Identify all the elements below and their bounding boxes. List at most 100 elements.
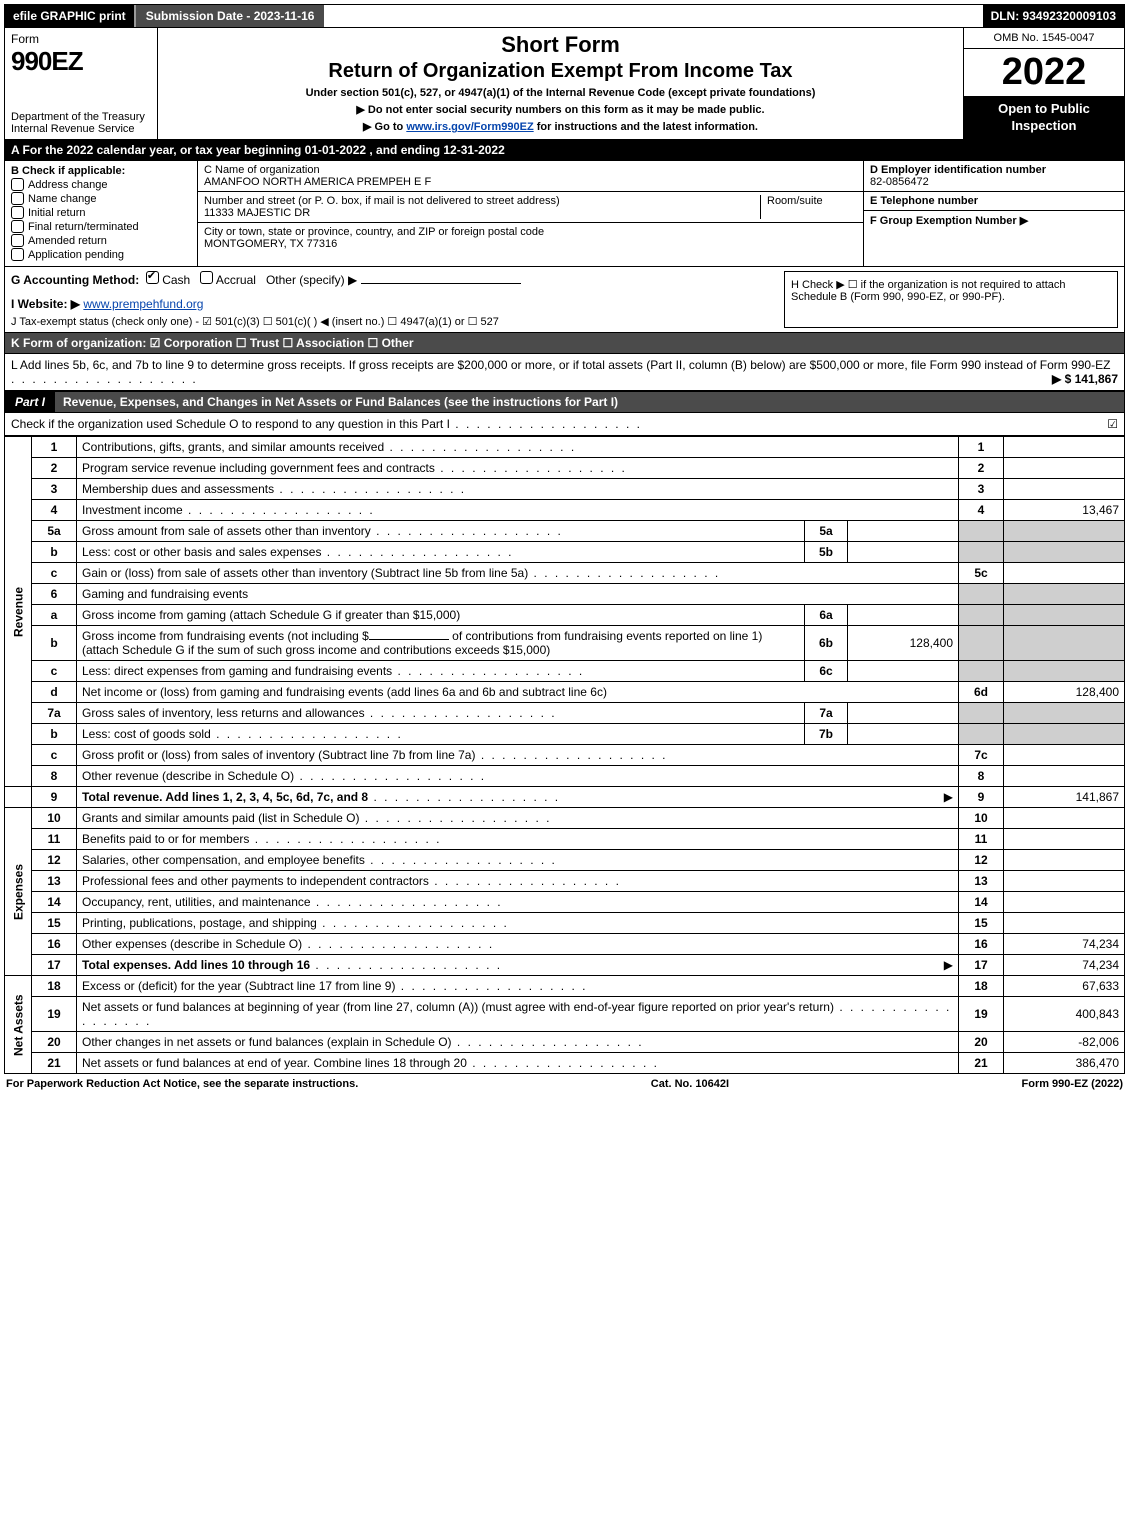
- checkbox-icon: [11, 220, 24, 233]
- amt-18: 67,633: [1004, 976, 1125, 997]
- hint-goto: ▶ Go to www.irs.gov/Form990EZ for instru…: [164, 120, 957, 133]
- ln-12: 12: [32, 850, 77, 871]
- ein: 82-0856472: [870, 176, 1118, 188]
- desc-6: Gaming and fundraising events: [77, 584, 959, 605]
- num-3: 3: [959, 479, 1004, 500]
- num-21: 21: [959, 1053, 1004, 1074]
- org-name-label: C Name of organization: [204, 164, 857, 176]
- city: MONTGOMERY, TX 77316: [204, 238, 544, 250]
- amt-4: 13,467: [1004, 500, 1125, 521]
- amt-20: -82,006: [1004, 1032, 1125, 1053]
- subamt-6c: [848, 661, 959, 682]
- street-row: Number and street (or P. O. box, if mail…: [198, 192, 863, 223]
- ln-6b: b: [32, 626, 77, 661]
- chk-name-change[interactable]: Name change: [11, 192, 191, 205]
- ln-14: 14: [32, 892, 77, 913]
- desc-17: Total expenses. Add lines 10 through 16 …: [77, 955, 959, 976]
- desc-9: Total revenue. Add lines 1, 2, 3, 4, 5c,…: [77, 787, 959, 808]
- subamt-6b: 128,400: [848, 626, 959, 661]
- num-14: 14: [959, 892, 1004, 913]
- open-inspection: Open to Public Inspection: [964, 97, 1124, 139]
- website-link[interactable]: www.prempehfund.org: [83, 297, 203, 311]
- desc-18: Excess or (deficit) for the year (Subtra…: [77, 976, 959, 997]
- shade-6c-amt: [1004, 661, 1125, 682]
- num-2: 2: [959, 458, 1004, 479]
- org-name-row: C Name of organization AMANFOO NORTH AME…: [198, 161, 863, 192]
- num-13: 13: [959, 871, 1004, 892]
- ln-21: 21: [32, 1053, 77, 1074]
- amt-5c: [1004, 563, 1125, 584]
- irs-link[interactable]: www.irs.gov/Form990EZ: [406, 121, 533, 133]
- footer-left: For Paperwork Reduction Act Notice, see …: [6, 1078, 358, 1090]
- line-h: H Check ▶ ☐ if the organization is not r…: [784, 271, 1118, 328]
- city-row: City or town, state or province, country…: [198, 223, 863, 253]
- ln-3: 3: [32, 479, 77, 500]
- chk-application-pending[interactable]: Application pending: [11, 248, 191, 261]
- desc-7a: Gross sales of inventory, less returns a…: [77, 703, 805, 724]
- block-bcdef: B Check if applicable: Address change Na…: [4, 161, 1125, 267]
- group-exemption-row: F Group Exemption Number ▶: [864, 211, 1124, 266]
- amt-8: [1004, 766, 1125, 787]
- ln-6a: a: [32, 605, 77, 626]
- checkbox-icon: [11, 178, 24, 191]
- desc-8: Other revenue (describe in Schedule O): [77, 766, 959, 787]
- phone-label: E Telephone number: [870, 195, 1118, 207]
- ln-7b: b: [32, 724, 77, 745]
- num-4: 4: [959, 500, 1004, 521]
- part1-check: Check if the organization used Schedule …: [4, 413, 1125, 436]
- desc-5c: Gain or (loss) from sale of assets other…: [77, 563, 959, 584]
- line-g: G Accounting Method: Cash Accrual Other …: [11, 271, 776, 287]
- ln-15: 15: [32, 913, 77, 934]
- efile-print-button[interactable]: efile GRAPHIC print: [5, 5, 134, 27]
- col-b-label: B Check if applicable:: [11, 165, 191, 177]
- chk-initial-return[interactable]: Initial return: [11, 206, 191, 219]
- subamt-5a: [848, 521, 959, 542]
- num-1: 1: [959, 437, 1004, 458]
- desc-2: Program service revenue including govern…: [77, 458, 959, 479]
- num-8: 8: [959, 766, 1004, 787]
- part1-label: Part I: [5, 392, 55, 412]
- chk-cash[interactable]: [146, 271, 159, 284]
- part1-check-text: Check if the organization used Schedule …: [11, 417, 642, 431]
- chk-address-change[interactable]: Address change: [11, 178, 191, 191]
- shade-6a: [959, 605, 1004, 626]
- ln-5a: 5a: [32, 521, 77, 542]
- footer-mid: Cat. No. 10642I: [651, 1078, 729, 1090]
- ln-17: 17: [32, 955, 77, 976]
- chk-final-return[interactable]: Final return/terminated: [11, 220, 191, 233]
- col-def: D Employer identification number 82-0856…: [863, 161, 1124, 266]
- amt-19: 400,843: [1004, 997, 1125, 1032]
- num-6d: 6d: [959, 682, 1004, 703]
- shade-6a-amt: [1004, 605, 1125, 626]
- checkbox-icon: [11, 192, 24, 205]
- checkbox-icon: [11, 234, 24, 247]
- ln-5c: c: [32, 563, 77, 584]
- subamt-6a: [848, 605, 959, 626]
- form-number: 990EZ: [11, 46, 151, 77]
- ln-18: 18: [32, 976, 77, 997]
- chk-amended-return[interactable]: Amended return: [11, 234, 191, 247]
- amt-13: [1004, 871, 1125, 892]
- omb-number: OMB No. 1545-0047: [964, 28, 1124, 49]
- section-a: A For the 2022 calendar year, or tax yea…: [4, 140, 1125, 161]
- ln-9: 9: [32, 787, 77, 808]
- amt-6d: 128,400: [1004, 682, 1125, 703]
- vlabel-netassets: Net Assets: [5, 976, 32, 1074]
- phone-row: E Telephone number: [864, 192, 1124, 211]
- ln-6: 6: [32, 584, 77, 605]
- chk-accrual[interactable]: [200, 271, 213, 284]
- line-l-amount: ▶ $ 141,867: [1052, 372, 1118, 386]
- sub-7a: 7a: [805, 703, 848, 724]
- ln-20: 20: [32, 1032, 77, 1053]
- room-label: Room/suite: [767, 195, 857, 207]
- amt-2: [1004, 458, 1125, 479]
- shade-6-amt: [1004, 584, 1125, 605]
- ln-5b: b: [32, 542, 77, 563]
- ln-1: 1: [32, 437, 77, 458]
- amt-12: [1004, 850, 1125, 871]
- desc-6d: Net income or (loss) from gaming and fun…: [77, 682, 959, 703]
- ln-19: 19: [32, 997, 77, 1032]
- amt-21: 386,470: [1004, 1053, 1125, 1074]
- part1-header: Part I Revenue, Expenses, and Changes in…: [4, 391, 1125, 413]
- header-mid: Short Form Return of Organization Exempt…: [158, 28, 963, 139]
